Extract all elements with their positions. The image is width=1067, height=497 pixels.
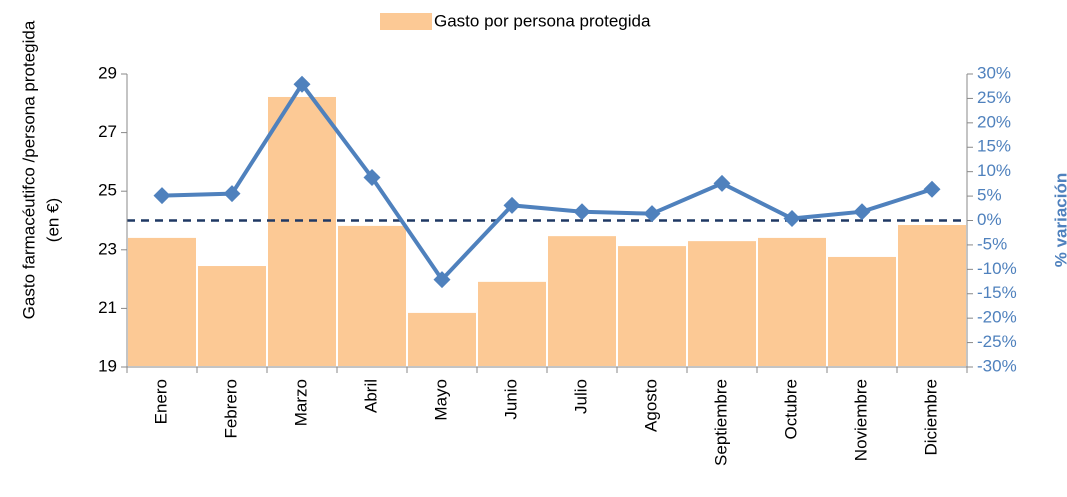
marker	[363, 169, 381, 187]
x-tick-label: Abril	[361, 379, 380, 413]
y2-tick-label: -10%	[977, 259, 1017, 278]
y-tick-label: 19	[98, 356, 117, 375]
x-tick-label: Enero	[151, 379, 170, 424]
y-tick-label: 25	[98, 181, 117, 200]
y2-tick-label: -20%	[977, 308, 1017, 327]
marker	[503, 196, 521, 214]
x-tick-label: Febrero	[221, 379, 240, 439]
y2-tick-label: -5%	[977, 234, 1007, 253]
y-tick-label: 21	[98, 298, 117, 317]
y2-tick-label: -15%	[977, 283, 1017, 302]
y2-axis-label: % variación	[1051, 173, 1067, 268]
bar	[896, 223, 968, 368]
marker	[643, 205, 661, 223]
bar	[126, 235, 198, 368]
legend-swatch	[380, 13, 432, 30]
x-tick-label: Agosto	[641, 379, 660, 432]
bar	[686, 239, 758, 368]
bar	[336, 223, 408, 368]
y-axis-label: (en €)	[43, 198, 62, 242]
marker	[923, 180, 941, 198]
bar	[756, 235, 828, 368]
y2-tick-label: 5%	[977, 186, 1002, 205]
x-tick-label: Marzo	[291, 379, 310, 426]
x-tick-label: Septiembre	[711, 379, 730, 466]
x-tick-label: Octubre	[781, 379, 800, 439]
marker	[293, 75, 311, 93]
marker	[433, 271, 451, 289]
marker	[853, 203, 871, 221]
marker	[713, 174, 731, 192]
marker	[573, 203, 591, 221]
x-tick-label: Julio	[571, 379, 590, 414]
y2-tick-label: 20%	[977, 112, 1011, 131]
y-axis-label: Gasto farmacéutifco /persona protegida	[19, 20, 38, 319]
y2-tick-label: 10%	[977, 161, 1011, 180]
line	[161, 80, 933, 283]
marker	[153, 187, 171, 205]
marker	[783, 210, 801, 228]
bar	[406, 310, 478, 368]
x-tick-label: Mayo	[431, 379, 450, 421]
y-tick-label: 29	[98, 63, 117, 82]
bar	[546, 234, 618, 368]
x-tick-label: Junio	[501, 379, 520, 420]
y2-tick-label: -25%	[977, 332, 1017, 351]
y2-tick-label: -30%	[977, 356, 1017, 375]
legend-label: Gasto por persona protegida	[434, 11, 651, 30]
x-tick-label: Diciembre	[921, 379, 940, 456]
bar	[266, 94, 338, 368]
marker	[223, 185, 241, 203]
y2-tick-label: 0%	[977, 210, 1002, 229]
bar	[476, 279, 548, 368]
bar	[196, 264, 268, 369]
x-tick-label: Noviembre	[851, 379, 870, 461]
bar	[826, 254, 898, 368]
y2-tick-label: 25%	[977, 88, 1011, 107]
y2-tick-label: 30%	[977, 63, 1011, 82]
y-tick-label: 23	[98, 239, 117, 258]
bar	[616, 244, 688, 368]
y-tick-label: 27	[98, 122, 117, 141]
y2-tick-label: 15%	[977, 137, 1011, 156]
